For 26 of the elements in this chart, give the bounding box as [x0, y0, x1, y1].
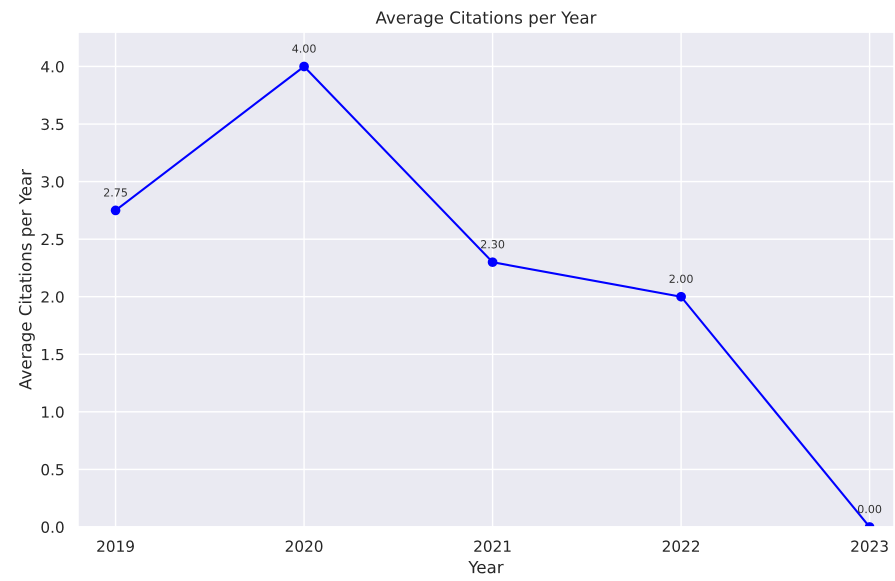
x-tick-label: 2019	[97, 540, 134, 552]
data-label: 2.00	[670, 274, 693, 283]
x-tick-label: 2022	[662, 540, 699, 552]
data-label: 4.00	[292, 44, 316, 53]
y-tick-label: 4.0	[41, 60, 64, 73]
data-label: 0.00	[858, 504, 882, 514]
point	[110, 206, 120, 216]
y-tick-label: 0.5	[41, 464, 64, 476]
point	[676, 292, 686, 302]
x-tick-label: 2021	[474, 540, 511, 552]
data-label: 2.30	[481, 240, 504, 248]
point	[488, 257, 498, 268]
x-tick-label: 2020	[286, 540, 322, 552]
y-axis-title: Average Citations per Year	[18, 168, 35, 390]
y-tick-label: 3.0	[42, 176, 64, 188]
y-tick-label: 2.5	[41, 234, 64, 246]
point	[299, 62, 309, 72]
x-tick-label: 2023	[851, 540, 888, 552]
y-tick-label: 1.5	[42, 348, 64, 360]
y-tick-label: 0.0	[41, 521, 64, 533]
y-tick-label: 1.0	[42, 406, 64, 418]
data-label: 2.75	[104, 188, 127, 197]
y-tick-label: 2.0	[41, 291, 64, 303]
x-axis-title: Year	[468, 561, 504, 574]
y-tick-label: 3.5	[42, 118, 64, 130]
chart-title: Average Citations per Year	[376, 10, 596, 28]
